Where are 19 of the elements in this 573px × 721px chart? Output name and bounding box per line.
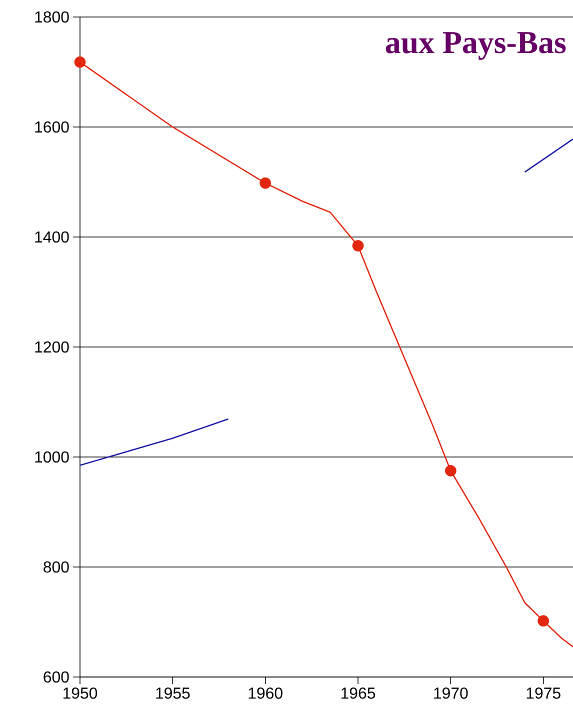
point xyxy=(260,177,272,189)
y-tick-label: 1200 xyxy=(35,341,69,353)
chart-title: aux Pays-Bas xyxy=(386,32,566,60)
point xyxy=(538,615,550,627)
x-tick-label: 1975 xyxy=(526,688,560,699)
y-tick-label: 1400 xyxy=(35,231,69,243)
y-tick-label: 600 xyxy=(44,671,69,683)
x-tick-label: 1970 xyxy=(434,688,468,699)
y-tick-label: 1600 xyxy=(35,121,69,133)
x-tick-label: 1960 xyxy=(248,688,282,699)
y-tick-label: 1000 xyxy=(35,451,69,463)
y-tick-label: 800 xyxy=(44,561,69,573)
point xyxy=(352,240,364,252)
x-tick-label: 1955 xyxy=(156,688,190,699)
point xyxy=(74,56,86,68)
y-tick-label: 1800 xyxy=(35,11,69,23)
point xyxy=(444,465,456,476)
x-tick-label: 1965 xyxy=(341,688,376,699)
x-tick-label: 1950 xyxy=(63,688,98,699)
